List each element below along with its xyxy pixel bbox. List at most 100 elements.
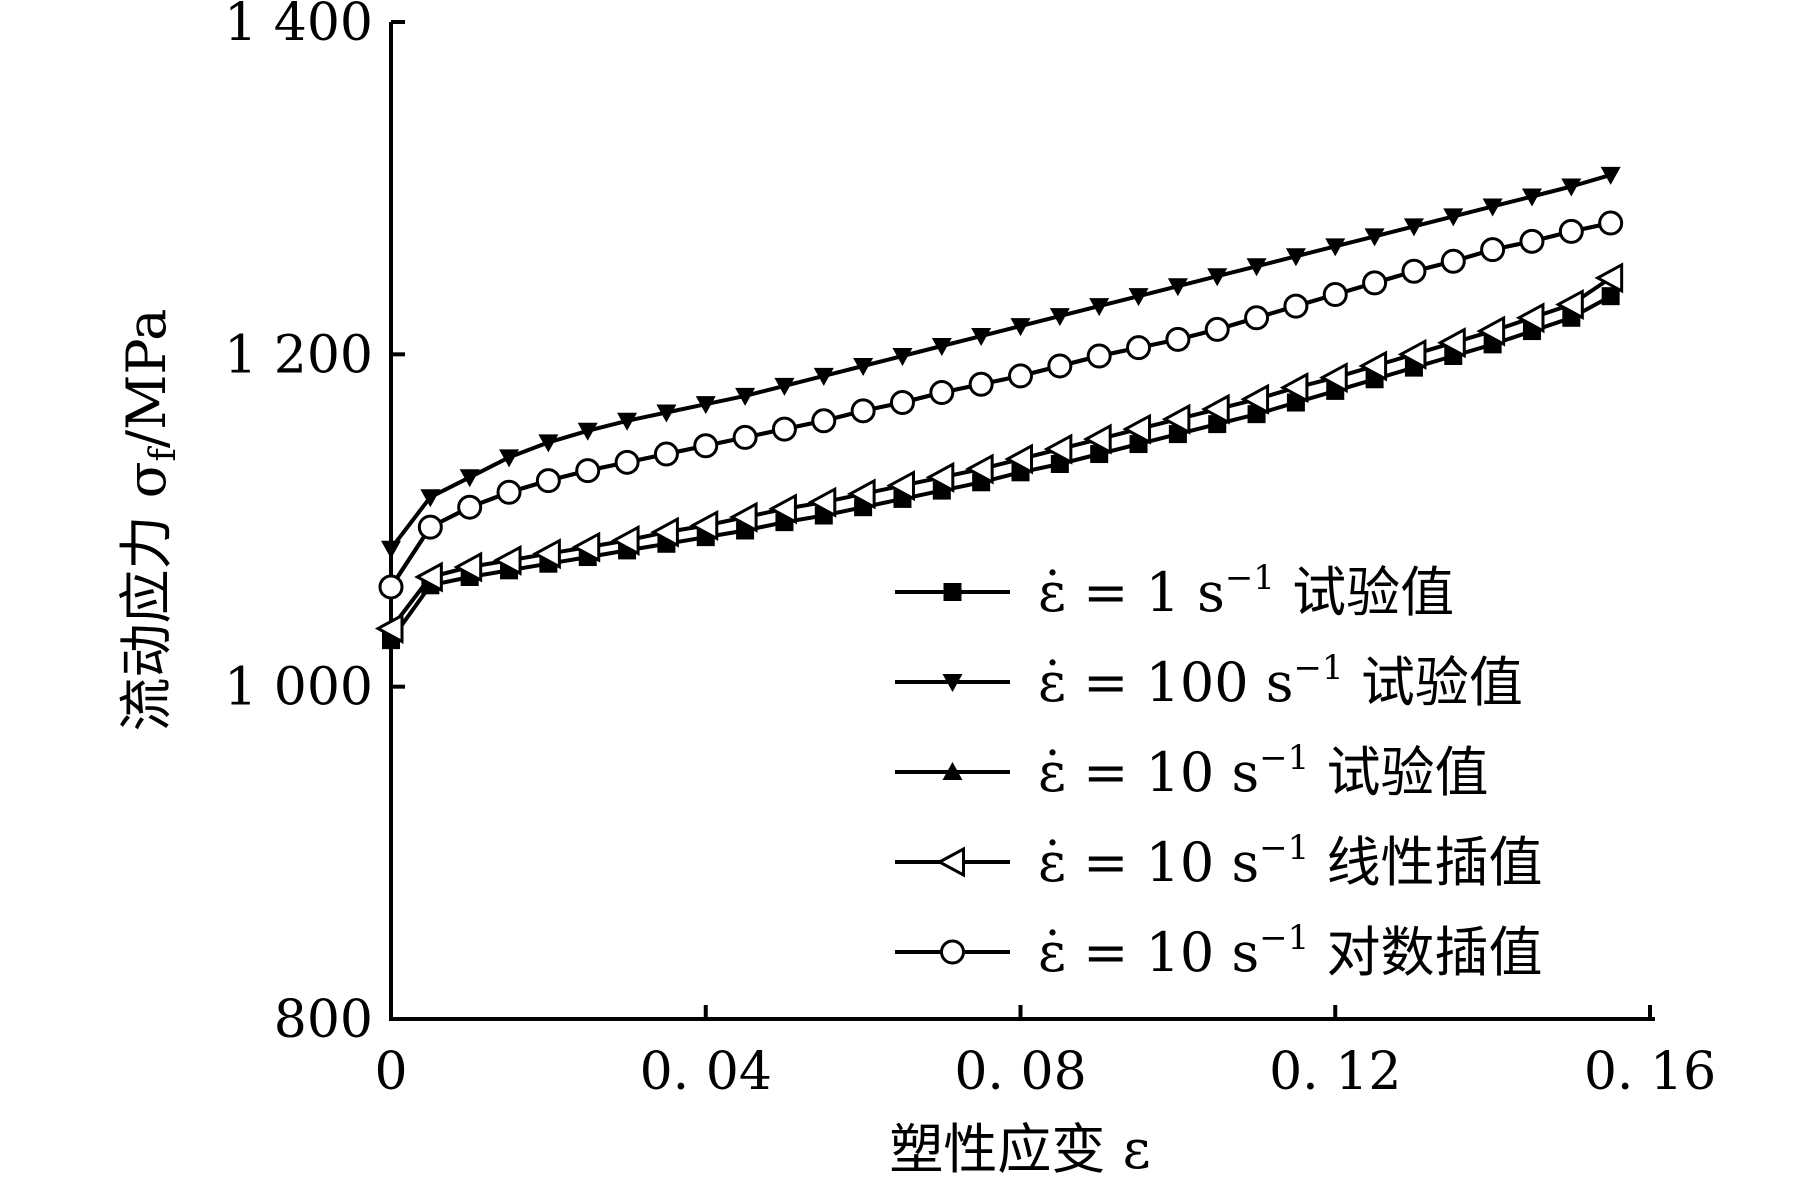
triangle-left-marker [1515,302,1545,334]
circle-marker [417,514,443,540]
triangle-left-marker [453,551,483,583]
y-tick-label: 1 400 [224,0,373,53]
x-tick-label: 0 [374,1042,407,1102]
legend-label-desc: 试验值 [1309,741,1488,804]
series-line [389,221,1612,589]
triangle-left-marker [571,531,601,563]
triangle-down-marker [1561,178,1582,197]
triangle-down-marker [1246,258,1267,277]
circle-marker [1362,270,1388,296]
circle-marker [929,380,955,406]
series-5 [378,210,1624,600]
triangle-down-marker [1049,308,1070,327]
triangle-down-marker [1285,248,1306,267]
triangle-down-marker [577,422,598,441]
triangle-up-marker [942,762,963,780]
legend-label-sup: −1 [1259,918,1309,958]
legend-label: ε̇ = 1 s−1 试验值 [1038,558,1454,624]
x-tick-label: 0. 16 [1584,1042,1716,1102]
triangle-left-marker [610,524,640,556]
plot-area: 800 1 000 1 200 1 400 0 0. 04 0. 08 0. 12 0. 16 [224,0,1716,1102]
circle-marker [732,424,758,450]
circle-marker [1283,293,1309,319]
triangle-left-marker [965,453,994,485]
circle-marker [889,390,915,416]
triangle-left-marker [1240,383,1270,415]
triangle-left-marker [1476,315,1506,347]
legend-label: ε̇ = 100 s−1 试验值 [1038,648,1523,714]
legend-label-prefix: ε̇ = [1038,831,1146,894]
triangle-left-marker [1555,288,1584,321]
triangle-left-marker [1043,433,1073,465]
triangle-down-marker [695,396,716,415]
series-layer [374,166,1624,650]
legend-label-rate: 10 [1146,741,1215,804]
triangle-left-marker [925,461,955,493]
legend-label-rate: 1 [1146,561,1180,624]
triangle-left-marker [1122,413,1152,445]
triangle-left-marker [1594,262,1624,294]
circle-marker [968,371,994,397]
triangle-left-marker [1397,338,1427,370]
triangle-down-marker [735,387,756,406]
triangle-down-marker [381,540,401,559]
series-line [389,221,1612,589]
y-axis-title-unit: /MPa [115,309,178,449]
circle-marker [535,468,561,494]
legend-label-desc: 线性插值 [1309,831,1542,894]
legend-label-unit: s [1214,921,1259,984]
y-axis-title-main: 流动应力 σ [115,461,178,731]
legend-label-rate: 10 [1146,921,1215,984]
legend-label-sup: −1 [1225,558,1275,598]
triangle-left-marker [1004,443,1033,475]
circle-marker [1480,237,1506,263]
circle-marker [850,398,876,424]
circle-marker [1598,210,1624,236]
legend-label-prefix: ε̇ = [1038,921,1146,984]
legend-label-sup: −1 [1294,648,1344,688]
x-tick-label: 0. 04 [640,1042,772,1102]
triangle-left-marker [1358,350,1388,382]
triangle-down-marker [1325,238,1346,257]
triangle-left-marker [532,538,561,570]
triangle-down-marker [420,489,441,508]
triangle-down-marker [1482,198,1503,217]
circle-marker [496,479,522,505]
legend-item: ε̇ = 10 s−1 线性插值 [895,828,1542,894]
triangle-down-marker [813,367,834,386]
triangle-down-marker [1600,166,1621,185]
triangle-down-marker [1207,268,1228,287]
triangle-left-marker [807,486,837,518]
triangle-left-marker [1437,327,1466,359]
triangle-down-marker [1364,228,1385,247]
circle-marker [614,449,640,475]
legend-label-prefix: ε̇ = [1038,561,1146,624]
circle-marker [1204,316,1230,342]
legend-label-unit: s [1249,651,1294,714]
series-line [389,172,1612,550]
triangle-down-marker [617,412,638,431]
triangle-down-marker [1010,318,1031,337]
circle-marker [771,416,797,442]
x-axis-title: 塑性应变 ε [889,1118,1150,1181]
legend-label-prefix: ε̇ = [1038,741,1146,804]
triangle-down-marker [942,674,963,692]
circle-marker [1440,248,1466,274]
circle-marker [653,441,679,467]
circle-marker [1086,343,1112,369]
legend-label-sup: −1 [1259,738,1309,778]
legend-item: ε̇ = 1 s−1 试验值 [895,558,1454,624]
y-tick-label: 1 200 [224,325,373,385]
series-3 [381,213,1621,595]
circle-marker [693,433,719,459]
x-axis-ticks: 0 0. 04 0. 08 0. 12 0. 16 [374,1005,1716,1102]
triangle-down-marker [459,469,480,488]
triangle-down-marker [774,377,795,396]
circle-marker [1008,363,1033,389]
legend-label-sup: −1 [1259,828,1309,868]
triangle-down-marker [499,449,520,468]
circle-marker [940,939,965,965]
x-tick-label: 0. 12 [1269,1042,1401,1102]
